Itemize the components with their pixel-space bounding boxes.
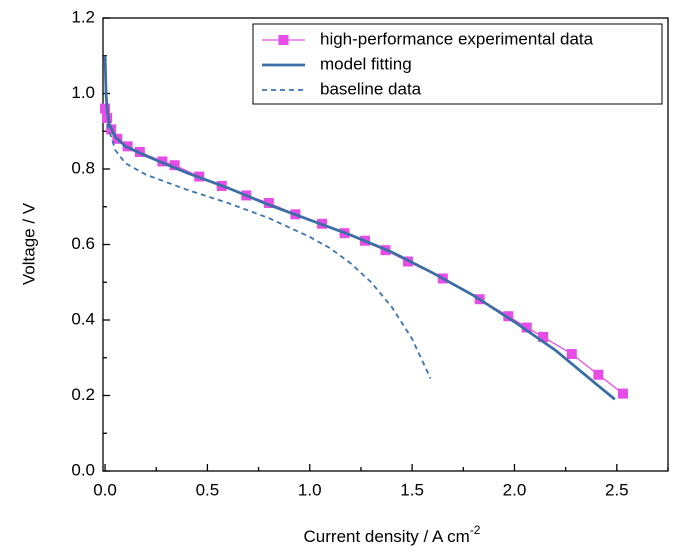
data-point [538,331,549,342]
x-axis-label-main: Current density / A cm [304,527,470,546]
series-line [106,123,432,379]
x-tick-label: 2.0 [503,480,527,499]
y-tick-label: 1.0 [71,83,95,102]
x-tick-label: 1.0 [298,480,322,499]
data-point [617,388,628,399]
series-line [104,108,624,395]
y-tick-label: 0.8 [71,158,95,177]
y-axis-label: Voltage / V [19,202,38,285]
data-point [593,369,604,380]
data-point [100,103,111,114]
series-line [103,55,616,401]
data-point [521,322,532,333]
data-point [169,160,180,171]
x-tick-label: 2.5 [605,480,629,499]
legend-box [252,23,663,105]
y-tick-label: 0.0 [71,460,95,479]
x-tick-label: 1.5 [400,480,424,499]
y-tick-label: 1.2 [71,7,95,26]
legend-label: model fitting [320,54,412,73]
x-tick-label: 0.0 [93,480,117,499]
legend-label: baseline data [320,79,422,98]
x-tick-label: 0.5 [196,480,220,499]
y-tick-label: 0.6 [71,234,95,253]
legend-label: high-performance experimental data [320,29,594,48]
data-point [263,197,274,208]
data-point [503,311,514,322]
legend-marker [278,35,289,45]
x-axis-label-superscript: -2 [470,523,481,537]
y-tick-label: 0.4 [71,309,95,328]
y-tick-label: 0.2 [71,385,95,404]
x-axis-label: Current density / A cm-2 [304,523,481,546]
plot-frame [102,17,669,472]
data-point [566,348,577,359]
